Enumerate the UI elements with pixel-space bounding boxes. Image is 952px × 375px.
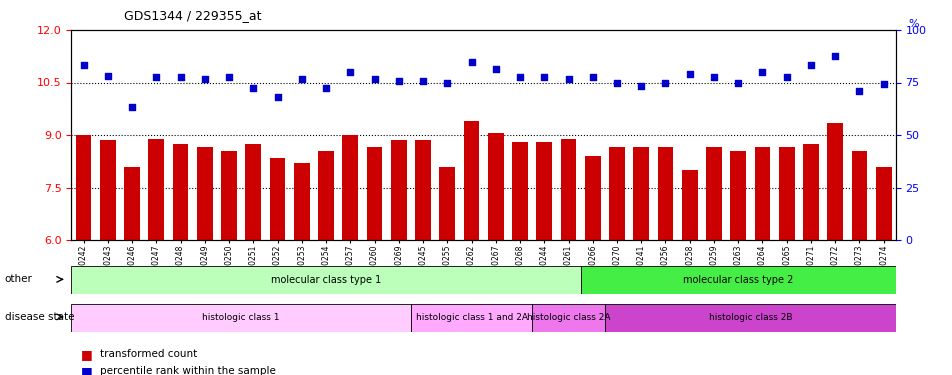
Bar — [246, 144, 261, 240]
Point — [343, 69, 358, 75]
Bar — [487, 133, 503, 240]
Bar — [293, 163, 309, 240]
Text: ■: ■ — [81, 348, 92, 361]
Text: ■: ■ — [81, 365, 92, 375]
Bar — [75, 135, 91, 240]
Point — [221, 74, 236, 80]
Bar — [560, 138, 576, 240]
Bar — [705, 147, 721, 240]
Bar — [531, 304, 605, 332]
Text: histologic class 2B: histologic class 2B — [708, 314, 791, 322]
Text: GDS1344 / 229355_at: GDS1344 / 229355_at — [124, 9, 261, 22]
Bar — [221, 151, 237, 240]
Point — [536, 74, 551, 80]
Point — [705, 74, 721, 80]
Bar — [172, 144, 188, 240]
Text: other: other — [5, 274, 32, 284]
Bar — [269, 158, 286, 240]
Bar — [605, 304, 895, 332]
Point — [875, 81, 890, 87]
Point — [246, 85, 261, 91]
Bar — [197, 147, 212, 240]
Point — [803, 62, 818, 68]
Bar — [851, 151, 866, 240]
Bar — [410, 304, 531, 332]
Text: percentile rank within the sample: percentile rank within the sample — [100, 366, 276, 375]
Point — [585, 74, 600, 80]
Text: molecular class type 1: molecular class type 1 — [270, 275, 381, 285]
Point — [172, 74, 188, 80]
Point — [269, 93, 285, 99]
Point — [197, 76, 212, 82]
Point — [851, 88, 866, 94]
Point — [826, 53, 842, 59]
Bar — [803, 144, 818, 240]
Bar — [681, 170, 697, 240]
Point — [294, 76, 309, 82]
Bar — [390, 140, 407, 240]
Point — [464, 58, 479, 64]
Point — [149, 74, 164, 80]
Point — [318, 85, 333, 91]
Bar — [71, 304, 410, 332]
Bar — [536, 142, 551, 240]
Bar — [580, 266, 895, 294]
Point — [125, 104, 140, 110]
Point — [779, 74, 794, 80]
Bar — [342, 135, 358, 240]
Bar — [729, 151, 745, 240]
Bar — [511, 142, 527, 240]
Text: histologic class 1: histologic class 1 — [202, 314, 280, 322]
Point — [76, 62, 91, 68]
Point — [682, 71, 697, 77]
Point — [657, 80, 672, 86]
Text: transformed count: transformed count — [100, 350, 197, 359]
Bar — [415, 140, 430, 240]
Point — [512, 74, 527, 80]
Point — [415, 78, 430, 84]
Bar — [464, 121, 479, 240]
Point — [633, 83, 648, 89]
Bar — [657, 147, 673, 240]
Bar — [754, 147, 769, 240]
Point — [561, 76, 576, 82]
Point — [730, 80, 745, 86]
Text: disease state: disease state — [5, 312, 74, 322]
Bar — [778, 147, 794, 240]
Text: molecular class type 2: molecular class type 2 — [683, 275, 793, 285]
Text: histologic class 2A: histologic class 2A — [526, 314, 609, 322]
Text: histologic class 1 and 2A: histologic class 1 and 2A — [415, 314, 527, 322]
Bar — [826, 123, 843, 240]
Bar — [633, 147, 648, 240]
Point — [367, 76, 382, 82]
Bar — [71, 266, 580, 294]
Bar — [608, 147, 625, 240]
Bar — [439, 166, 455, 240]
Bar — [367, 147, 382, 240]
Bar — [149, 138, 164, 240]
Bar — [100, 140, 115, 240]
Point — [390, 78, 406, 84]
Bar — [124, 166, 140, 240]
Point — [754, 69, 769, 75]
Point — [100, 72, 115, 78]
Point — [608, 80, 624, 86]
Point — [487, 66, 503, 72]
Bar — [585, 156, 600, 240]
Point — [439, 80, 454, 86]
Bar — [318, 151, 333, 240]
Text: %: % — [907, 19, 918, 29]
Bar — [875, 166, 891, 240]
